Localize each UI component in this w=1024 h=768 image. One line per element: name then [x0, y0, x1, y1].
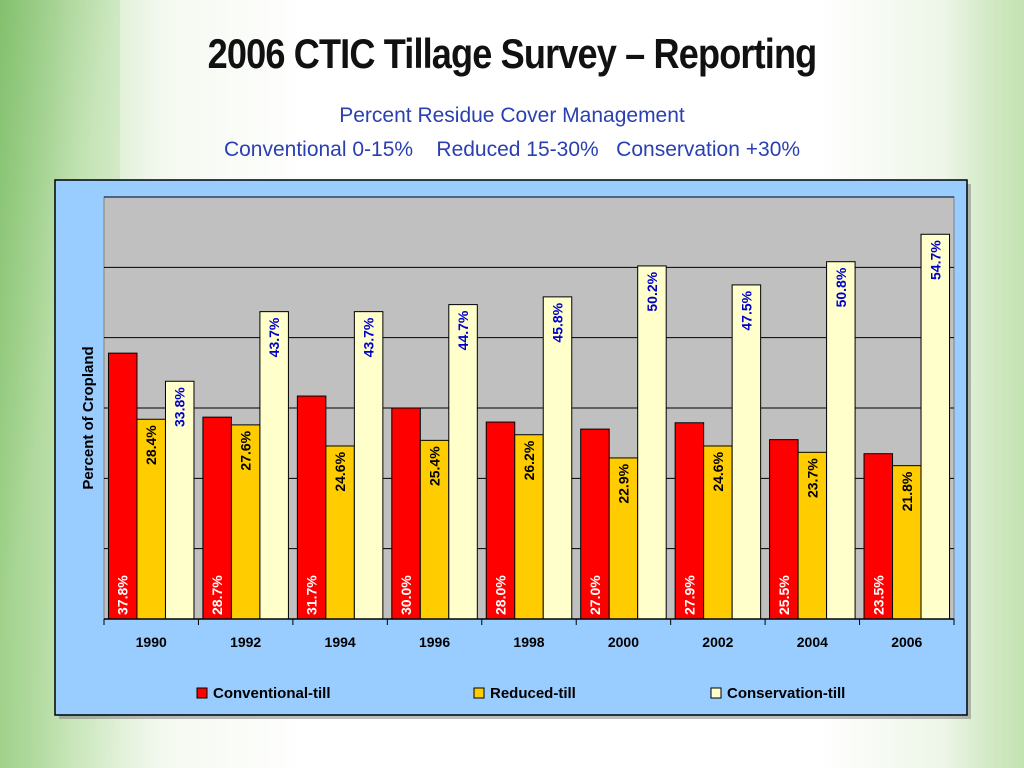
- bar-conservation-till-1990: [164, 380, 195, 620]
- data-label: 27.0%: [587, 575, 603, 615]
- x-tick-label: 2006: [891, 634, 922, 650]
- legend-swatch: [196, 687, 208, 699]
- bar-conservation-till-2006: [920, 233, 951, 620]
- bar-conventional-till-2006: [863, 453, 894, 620]
- bar-reduced-till-2002: [703, 445, 733, 620]
- legend-label: Conventional-till: [213, 685, 331, 702]
- bar-reduced-till-2006: [892, 465, 922, 620]
- bar-conventional-till-1994: [296, 395, 327, 620]
- x-tick-label: 1996: [419, 634, 450, 650]
- bar-conventional-till-1996: [391, 407, 421, 620]
- data-label: 24.6%: [710, 451, 726, 491]
- x-tick-label: 2000: [608, 634, 639, 650]
- bar-conservation-till-1992: [259, 311, 289, 620]
- x-tick-label: 2004: [797, 634, 828, 650]
- data-label: 28.0%: [493, 575, 509, 615]
- legend-swatch: [710, 687, 722, 699]
- bar-conventional-till-2002: [674, 422, 705, 620]
- data-label: 27.6%: [238, 430, 254, 470]
- x-tick-label: 1992: [230, 634, 261, 650]
- bar-conservation-till-1994: [353, 311, 384, 620]
- data-label: 50.8%: [833, 267, 849, 307]
- slide-subtitle: Percent Residue Cover Management: [339, 104, 685, 127]
- bar-conservation-till-2002: [731, 284, 762, 620]
- data-label: 25.4%: [427, 446, 443, 486]
- data-label: 25.5%: [776, 575, 792, 615]
- bar-conventional-till-1992: [202, 416, 232, 620]
- data-label: 30.0%: [398, 575, 414, 615]
- data-label: 43.7%: [266, 317, 282, 357]
- x-tick-label: 1994: [325, 634, 356, 650]
- bar-reduced-till-1994: [325, 445, 355, 620]
- data-label: 22.9%: [615, 463, 631, 503]
- bar-conservation-till-2004: [826, 261, 856, 620]
- data-label: 45.8%: [550, 302, 566, 342]
- slide-subtitle-ranges: Conventional 0-15% Reduced 15-30% Conser…: [223, 138, 801, 161]
- legend-swatch: [473, 687, 485, 699]
- data-label: 23.5%: [870, 575, 886, 615]
- data-label: 23.7%: [804, 458, 820, 498]
- data-label: 24.6%: [332, 451, 348, 491]
- bar-conservation-till-1998: [542, 296, 573, 620]
- bar-conservation-till-2000: [637, 265, 667, 620]
- bar-reduced-till-1996: [419, 439, 450, 620]
- x-tick-label: 1990: [136, 634, 167, 650]
- data-label: 43.7%: [361, 317, 377, 357]
- data-label: 31.7%: [304, 575, 320, 615]
- slide-title: 2006 CTIC Tillage Survey – Reporting: [207, 30, 818, 77]
- data-label: 50.2%: [644, 271, 660, 311]
- legend-label: Conservation-till: [727, 685, 845, 702]
- y-axis-title: Percent of Cropland: [80, 346, 97, 489]
- data-label: 28.4%: [143, 425, 159, 465]
- bar-reduced-till-1998: [514, 434, 544, 620]
- legend-label: Reduced-till: [490, 685, 576, 702]
- bar-conservation-till-1996: [448, 304, 478, 620]
- data-label: 37.8%: [115, 575, 131, 615]
- data-label: 26.2%: [521, 440, 537, 480]
- data-label: 28.7%: [209, 575, 225, 615]
- data-label: 27.9%: [681, 575, 697, 615]
- x-tick-label: 1998: [513, 634, 544, 650]
- data-label: 47.5%: [738, 290, 754, 330]
- x-tick-label: 2002: [702, 634, 733, 650]
- data-label: 54.7%: [927, 240, 943, 280]
- data-label: 21.8%: [899, 471, 915, 511]
- bar-conventional-till-1990: [107, 352, 138, 620]
- data-label: 33.8%: [172, 387, 188, 427]
- data-label: 44.7%: [455, 310, 471, 350]
